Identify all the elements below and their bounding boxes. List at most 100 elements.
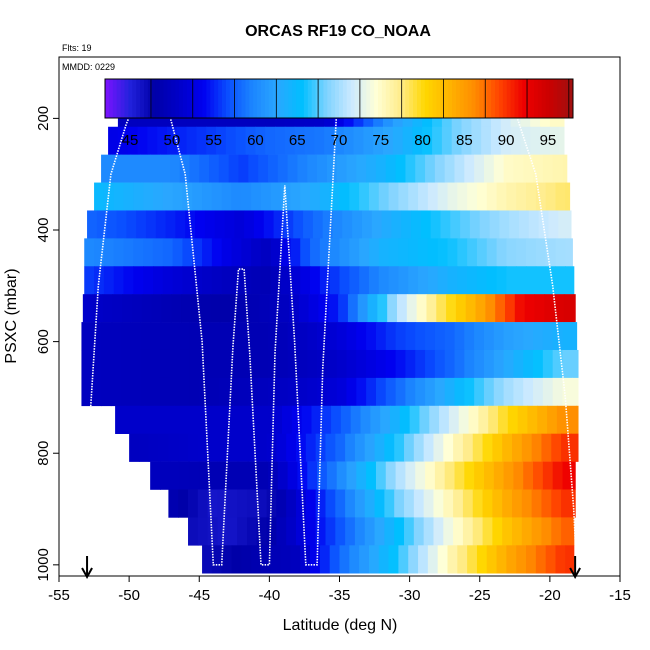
heatmap-cell (561, 489, 572, 518)
heatmap-cell (566, 405, 578, 434)
heatmap-cell (398, 182, 409, 211)
heatmap-cell (486, 545, 498, 574)
heatmap-cell (353, 126, 364, 155)
heatmap-cell (492, 489, 503, 518)
heatmap-cell (349, 238, 360, 267)
heatmap-cell (521, 489, 533, 518)
colorbar-swatch (144, 79, 149, 118)
heatmap-cell (455, 294, 467, 323)
heatmap-cell (506, 266, 517, 295)
heatmap-cell (503, 461, 515, 490)
heatmap-cell (462, 517, 474, 546)
colorbar-swatch (268, 79, 274, 118)
colorbar-swatch (218, 79, 223, 118)
heatmap-layer (81, 98, 579, 574)
heatmap-cell (195, 210, 206, 239)
heatmap-cell (440, 210, 451, 239)
heatmap-cell (375, 461, 387, 490)
heatmap-cell (394, 433, 405, 462)
colorbar-swatch (452, 79, 457, 118)
colorbar-swatch (370, 79, 375, 118)
x-tick-label: -20 (539, 587, 561, 604)
heatmap-cell (286, 517, 297, 546)
heatmap-cell (500, 126, 512, 155)
heatmap-cell (378, 545, 390, 574)
heatmap-cell (315, 489, 327, 518)
heatmap-cell (366, 377, 377, 407)
heatmap-cell (231, 238, 242, 267)
heatmap-cell (223, 405, 234, 434)
heatmap-cell (228, 461, 240, 490)
heatmap-cell (182, 266, 193, 295)
heatmap-cell (300, 266, 311, 295)
heatmap-cell (92, 294, 104, 323)
heatmap-cell (354, 489, 366, 518)
heatmap-cell (276, 489, 287, 518)
heatmap-cell (196, 126, 207, 155)
heatmap-cell (381, 210, 392, 239)
colorbar-tick-label: 50 (164, 132, 181, 149)
heatmap-cell (87, 210, 98, 239)
heatmap-cell (394, 517, 405, 546)
heatmap-cell (260, 545, 272, 574)
heatmap-cell (317, 322, 328, 351)
colorbar-swatch (132, 79, 137, 118)
heatmap-cell (405, 461, 416, 490)
heatmap-cell (155, 210, 167, 239)
x-tick-label: -55 (48, 587, 70, 604)
heatmap-cell (528, 210, 540, 239)
heatmap-cell (186, 126, 198, 155)
heatmap-cell (235, 126, 247, 155)
heatmap-cell (496, 182, 507, 211)
heatmap-cell (552, 154, 564, 183)
colorbar-tick-label: 70 (331, 132, 348, 149)
heatmap-cell (505, 294, 516, 323)
heatmap-cell (331, 405, 342, 434)
heatmap-cell (148, 433, 160, 462)
heatmap-cell (227, 489, 238, 518)
colorbar-swatch (233, 79, 239, 118)
heatmap-cell (265, 126, 276, 155)
heatmap-cell (368, 266, 380, 295)
colorbar-swatch (491, 79, 496, 118)
heatmap-cell (321, 405, 332, 434)
heatmap-cell (239, 294, 251, 323)
heatmap-cell (573, 294, 576, 323)
colorbar-swatch (366, 79, 371, 118)
colorbar-tick-label: 95 (540, 132, 557, 149)
colorbar-swatch (378, 79, 383, 118)
heatmap-cell (496, 545, 507, 574)
heatmap-cell (453, 517, 464, 546)
heatmap-cell (81, 349, 92, 379)
heatmap-cell (161, 294, 172, 323)
heatmap-cell (366, 154, 377, 183)
colorbar-tick-label: 45 (122, 132, 139, 149)
heatmap-cell (192, 266, 203, 295)
heatmap-cell (415, 377, 426, 407)
heatmap-cell (454, 154, 465, 183)
heatmap-cell (486, 238, 498, 267)
colorbar-swatch (292, 79, 297, 118)
heatmap-cell (159, 322, 171, 351)
colorbar-swatch (112, 79, 118, 118)
heatmap-cell (490, 126, 502, 155)
heatmap-cell (349, 545, 360, 574)
heatmap-cell (462, 433, 474, 462)
heatmap-cell (317, 154, 328, 183)
heatmap-cell (291, 405, 303, 434)
heatmap-cell (276, 517, 287, 546)
x-tick-label: -25 (469, 587, 491, 604)
heatmap-cell (483, 377, 495, 407)
heatmap-cell (324, 126, 335, 155)
heatmap-cell (444, 461, 456, 490)
heatmap-cell (345, 489, 356, 518)
colorbar-tick-label: 85 (456, 132, 473, 149)
colorbar-swatch (194, 79, 200, 118)
heatmap-cell (162, 238, 174, 267)
heatmap-cell (454, 461, 465, 490)
heatmap-cell (171, 294, 182, 323)
heatmap-cell (129, 433, 140, 462)
colorbar-swatch (323, 79, 328, 118)
heatmap-cell (329, 238, 341, 267)
heatmap-cell (82, 294, 94, 323)
